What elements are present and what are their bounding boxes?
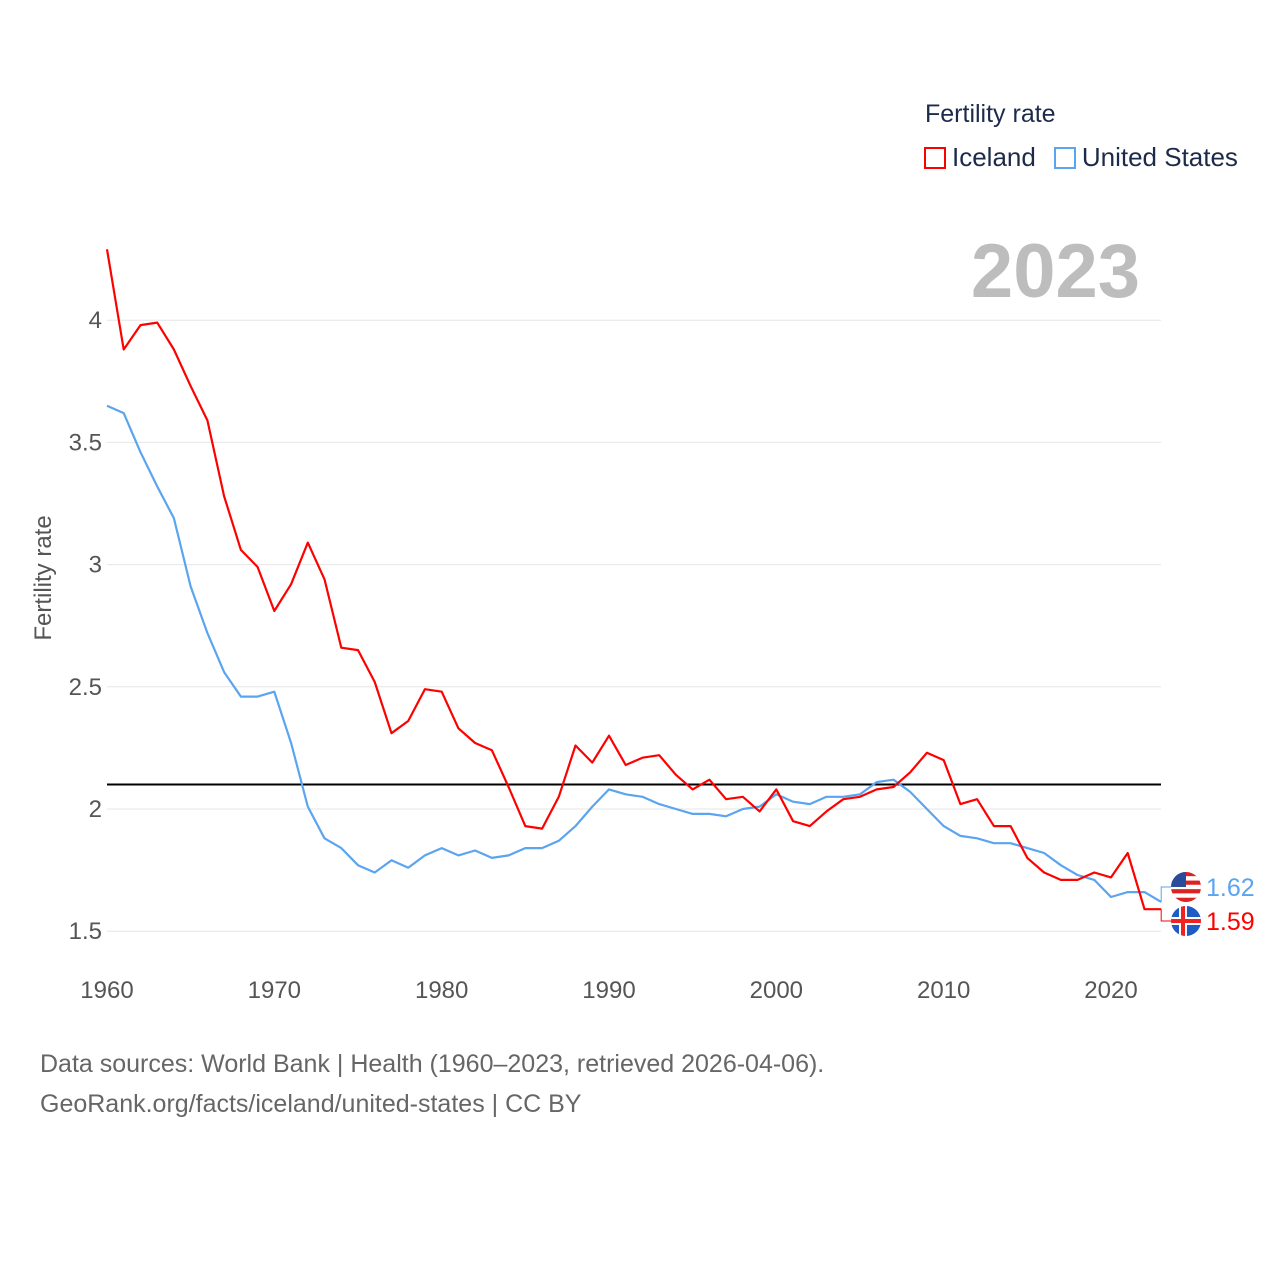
flag-stripe (1171, 889, 1201, 894)
legend-swatch-united-states (1053, 146, 1076, 169)
flag-stripe (1171, 893, 1201, 898)
end-label-united-states: 1.62 (1206, 874, 1255, 902)
y-tick-label: 2 (89, 796, 102, 823)
flag-cross-h-red (1171, 919, 1201, 923)
flag-canton (1171, 872, 1186, 887)
y-tick-label: 2.5 (69, 674, 102, 701)
x-tick-label: 1980 (415, 977, 468, 1004)
source-line-1: Data sources: World Bank | Health (1960–… (40, 1050, 825, 1078)
y-tick-label: 4 (89, 307, 102, 334)
end-label-iceland: 1.59 (1206, 908, 1255, 936)
legend-label-united-states: United States (1081, 142, 1238, 172)
legend-swatch-iceland (924, 146, 946, 169)
iceland-flag-body (1171, 906, 1201, 936)
legend: Iceland United States (924, 142, 1238, 173)
iceland-end-connector (1160, 909, 1172, 922)
y-axis-label: Fertility rate (30, 515, 57, 640)
x-tick-label: 2010 (917, 977, 970, 1004)
x-tick-label: 1990 (582, 977, 635, 1004)
legend-label-iceland: Iceland (952, 142, 1036, 172)
iceland-flag-icon (1171, 906, 1201, 936)
source-line-2[interactable]: GeoRank.org/facts/iceland/united-states … (40, 1090, 582, 1118)
legend-title: Fertility rate (925, 100, 1056, 128)
x-tick-label: 1960 (80, 977, 133, 1004)
series-line-iceland (105, 249, 1162, 911)
legend-item-united-states[interactable]: United States (1053, 142, 1238, 173)
x-tick-label: 1970 (248, 977, 301, 1004)
series-line-united-states (106, 404, 1162, 903)
x-tick-label: 2020 (1084, 977, 1137, 1004)
y-tick-label: 3.5 (69, 429, 102, 456)
y-tick-label: 3 (89, 552, 102, 579)
x-tick-label: 2000 (750, 977, 803, 1004)
year-label: 2023 (970, 229, 1140, 314)
legend-item-iceland[interactable]: Iceland (924, 142, 1036, 173)
y-tick-label: 1.5 (69, 918, 102, 945)
flag-cross-v-red (1181, 906, 1185, 936)
flag-stripe (1171, 897, 1201, 902)
source-note: Data sources: World Bank | Health (1960–… (40, 1044, 824, 1124)
us-flag-icon (1171, 872, 1201, 902)
us-end-connector (1160, 886, 1172, 902)
us-flag-body (1171, 872, 1201, 902)
